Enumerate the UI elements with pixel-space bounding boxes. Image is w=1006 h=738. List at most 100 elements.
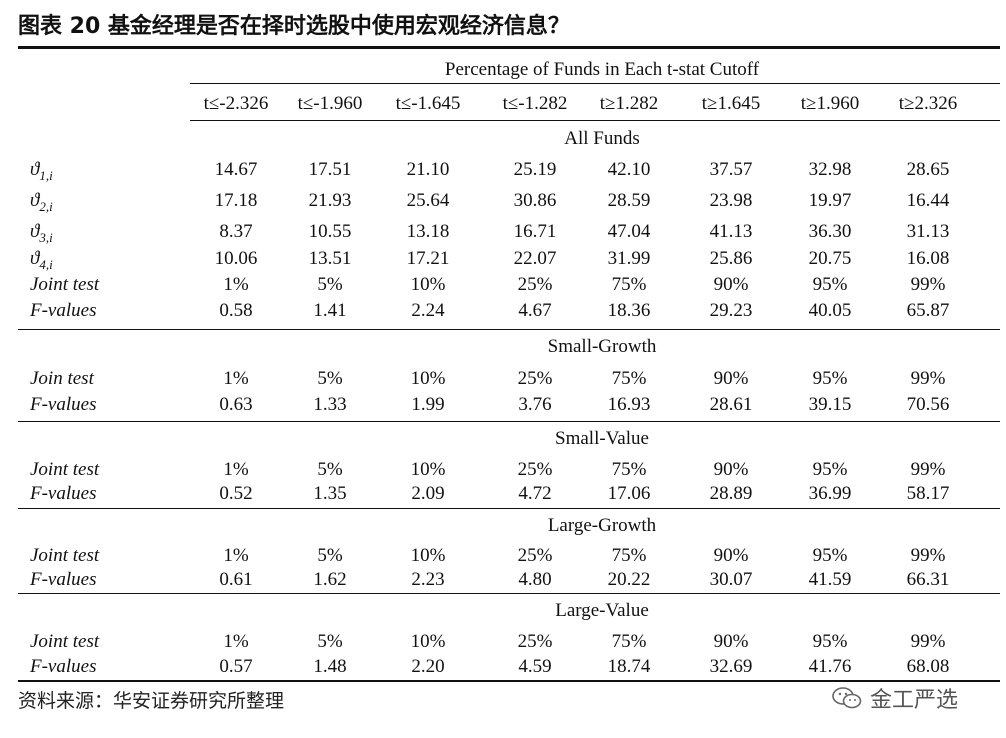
section-heading: Large-Value [555, 600, 649, 621]
table-cell: 41.76 [808, 656, 852, 677]
section-heading: Small-Value [555, 428, 649, 449]
table-cell: 21.93 [308, 190, 352, 211]
row-label: F-values [30, 393, 96, 417]
table-cell: 2.24 [411, 300, 445, 321]
table-cell: 36.99 [808, 483, 852, 504]
table-cell: 25.64 [406, 190, 450, 211]
table-cell: 1.41 [313, 300, 347, 321]
table-cell: 90% [713, 459, 749, 480]
row-label-text: F-values [30, 483, 97, 504]
table-cell: 32.98 [808, 159, 852, 180]
table-cell: 17.21 [406, 248, 450, 269]
row-label-subscript: 3,i [39, 230, 53, 245]
table-cell: 5% [317, 274, 343, 295]
table-cell: 29.23 [709, 300, 753, 321]
table-cell: 95% [812, 459, 848, 480]
source-note: 资料来源：华安证券研究所整理 [18, 690, 285, 712]
table-cell: 28.61 [709, 394, 753, 415]
row-label: Join test [30, 367, 94, 391]
table-cell: 18.36 [607, 300, 651, 321]
table-cell: 28.89 [709, 483, 753, 504]
row-label-text: ϑ [30, 159, 40, 180]
column-header: t≥1.282 [599, 93, 659, 114]
column-header: t≤-1.960 [297, 93, 363, 114]
table-cell: 5% [317, 368, 343, 389]
table-cell: 75% [611, 274, 647, 295]
table-row: ϑ1,i 14.67 17.51 21.10 25.19 42.10 37.57 32.98 2… [18, 158, 1000, 183]
table-cell: 41.13 [709, 221, 753, 242]
row-label: Joint test [30, 458, 99, 482]
table-super-header: Percentage of Funds in Each t-stat Cutof… [444, 59, 760, 80]
section-heading-row: Large-Value [18, 599, 1000, 623]
section-rule [18, 593, 1000, 594]
table-cell: 37.57 [709, 159, 753, 180]
table-cell: 0.63 [219, 394, 253, 415]
table-cell: 2.20 [411, 656, 445, 677]
table-row: F-values 0.57 1.48 2.20 4.59 18.74 32.69 41.76 6… [18, 655, 1000, 679]
table-cell: 25.19 [513, 159, 557, 180]
table-cell: 3.76 [518, 394, 552, 415]
table-row: Joint test 1% 5% 10% 25% 75% 90% 95% 99% [18, 544, 1000, 568]
row-label-text: ϑ [30, 248, 40, 269]
table-cell: 10% [410, 274, 446, 295]
row-label: Joint test [30, 544, 99, 568]
table-cell: 5% [317, 545, 343, 566]
table-cell: 5% [317, 631, 343, 652]
table-cell: 4.67 [518, 300, 552, 321]
row-label-subscript: 2,i [39, 199, 53, 214]
table-cell: 14.67 [214, 159, 258, 180]
table-cell: 10.06 [214, 248, 258, 269]
table-cell: 95% [812, 631, 848, 652]
section-heading-row: Small-Value [18, 427, 1000, 451]
table-cell: 41.59 [808, 569, 852, 590]
table-cell: 31.13 [906, 221, 950, 242]
table-row: Joint test 1% 5% 10% 25% 75% 90% 95% 99% [18, 630, 1000, 654]
table-cell: 18.74 [607, 656, 651, 677]
section-heading: Small-Growth [547, 336, 657, 357]
row-label-text: F-values [30, 300, 97, 321]
table-cell: 75% [611, 545, 647, 566]
table-row: F-values 0.58 1.41 2.24 4.67 18.36 29.23 40.05 6… [18, 299, 1000, 323]
table-row: ϑ4,i 10.06 13.51 17.21 22.07 31.99 25.86 20.75 1… [18, 247, 1000, 272]
table-cell: 99% [910, 459, 946, 480]
table-row: ϑ2,i 17.18 21.93 25.64 30.86 28.59 23.98 19.97 1… [18, 189, 1000, 214]
table-cell: 13.51 [308, 248, 352, 269]
table-cell: 99% [910, 631, 946, 652]
table-cell: 23.98 [709, 190, 753, 211]
row-label-text: ϑ [30, 221, 40, 242]
table-cell: 1% [223, 274, 249, 295]
table-cell: 0.58 [219, 300, 253, 321]
table-cell: 16.93 [607, 394, 651, 415]
section-rule [18, 508, 1000, 509]
section-rule [18, 329, 1000, 330]
table-cell: 1% [223, 631, 249, 652]
table-cell: 65.87 [906, 300, 950, 321]
table-cell: 95% [812, 274, 848, 295]
table-row: Join test 1% 5% 10% 25% 75% 90% 95% 99% [18, 367, 1000, 391]
watermark-logo: 金工严选 [832, 682, 958, 714]
row-label-text: Joint test [30, 631, 100, 652]
table-cell: 16.71 [513, 221, 557, 242]
column-header-rule [190, 120, 1000, 121]
table-bottom-rule [18, 680, 1000, 682]
table-cell: 39.15 [808, 394, 852, 415]
table-cell: 90% [713, 274, 749, 295]
row-label: ϑ1,i [30, 158, 53, 183]
title-rule [18, 46, 1000, 49]
column-header: t≤-1.282 [502, 93, 568, 114]
column-header: t≥2.326 [898, 93, 958, 114]
table-cell: 68.08 [906, 656, 950, 677]
table-cell: 28.65 [906, 159, 950, 180]
table-cell: 0.52 [219, 483, 253, 504]
row-label: ϑ3,i [30, 220, 53, 245]
row-label: F-values [30, 568, 96, 592]
figure-title: 图表 20 基金经理是否在择时选股中使用宏观经济信息？ [18, 14, 570, 39]
table-cell: 40.05 [808, 300, 852, 321]
wechat-icon [832, 687, 862, 709]
table-cell: 2.09 [411, 483, 445, 504]
table-row: Joint test 1% 5% 10% 25% 75% 90% 95% 99% [18, 273, 1000, 297]
table-cell: 10% [410, 368, 446, 389]
table-row: F-values 0.61 1.62 2.23 4.80 20.22 30.07 41.59 6… [18, 568, 1000, 592]
table-cell: 10% [410, 631, 446, 652]
table-cell: 17.51 [308, 159, 352, 180]
